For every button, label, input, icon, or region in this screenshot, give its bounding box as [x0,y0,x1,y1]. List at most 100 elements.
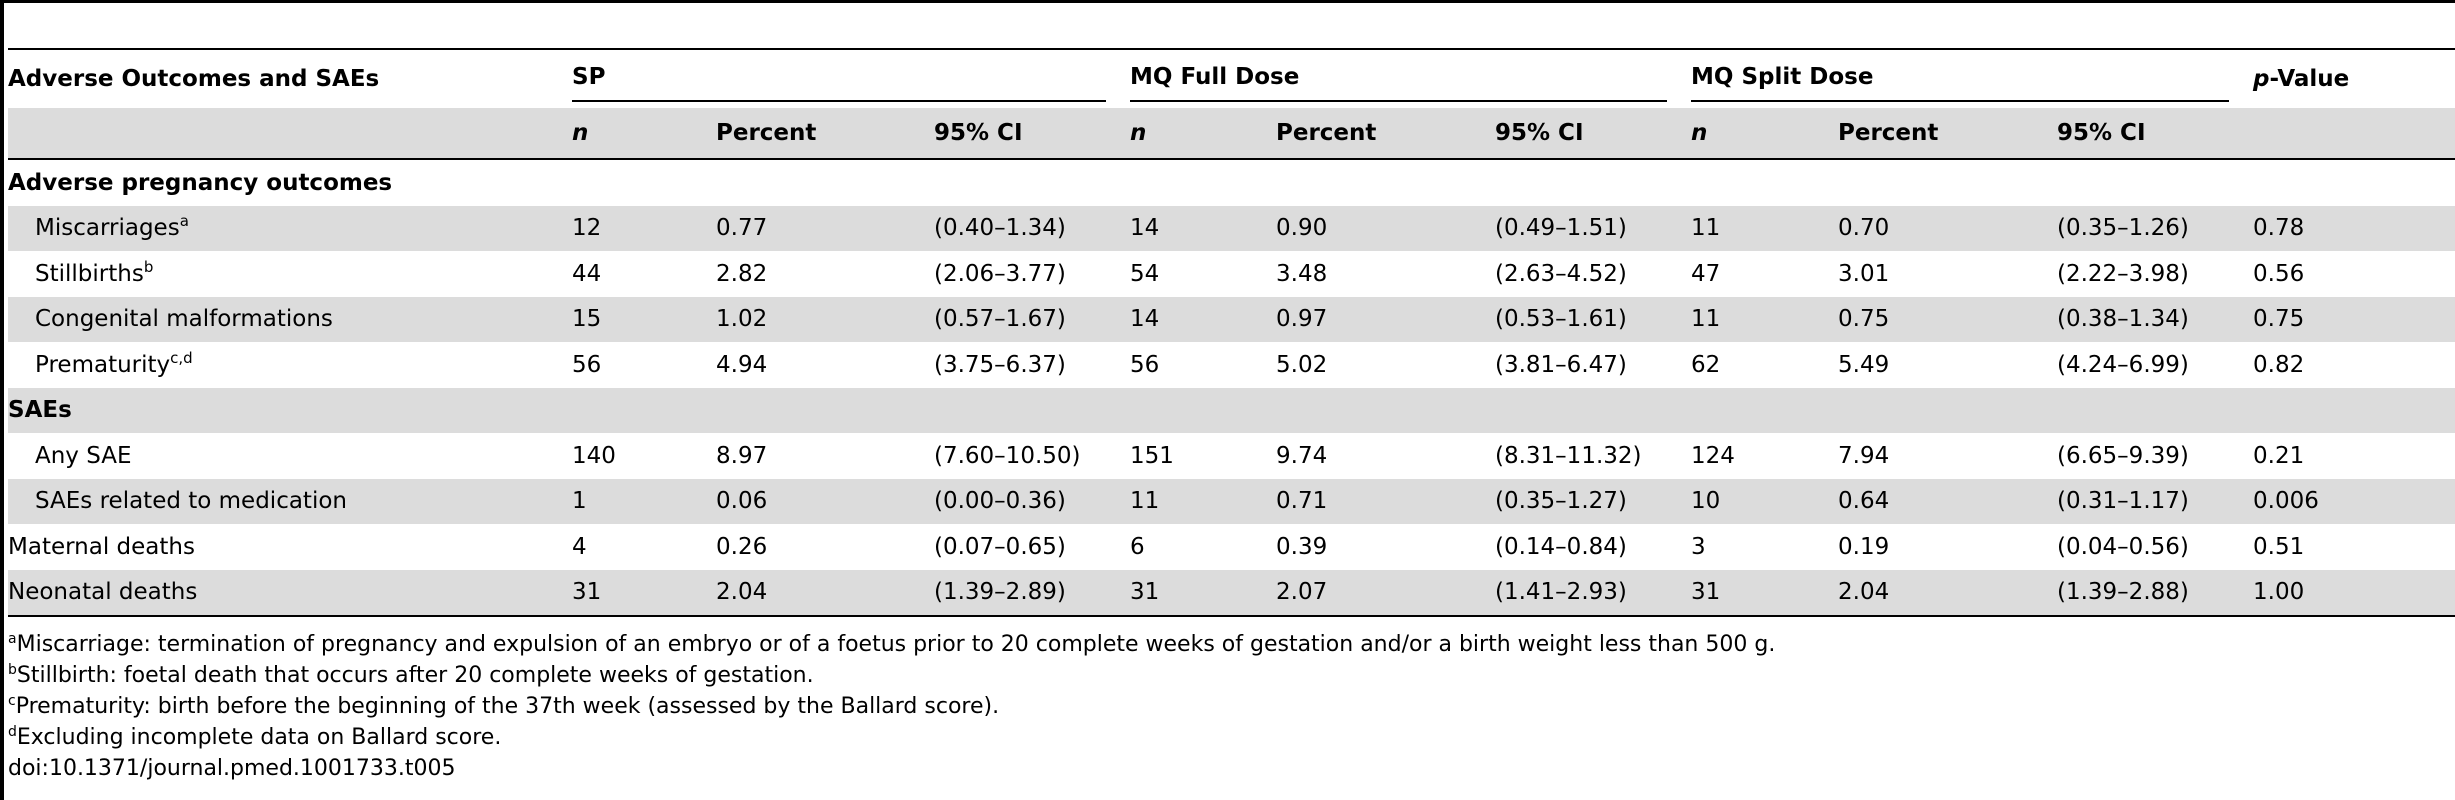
cell-sd-percent: 2.04 [1838,579,1890,606]
cell-fd-percent: 0.97 [1276,306,1328,333]
header-row-groups: Adverse Outcomes and SAEs SP MQ Full Dos… [8,50,2455,108]
cell-pvalue: 0.56 [2253,260,2305,287]
header-sub-pvalue-empty [2253,108,2455,159]
cell-sd-percent: 5.49 [1838,351,1890,378]
cell-fd-n: 14 [1130,215,1160,242]
cell-sd-ci: (4.24–6.99) [2057,351,2189,378]
row-label: Stillbirthsb [35,257,154,287]
cell-sd-ci: (1.39–2.88) [2057,579,2189,606]
header-sp-percent: Percent [716,120,817,146]
top-border-line [0,0,2455,3]
cell-fd-ci: (0.53–1.61) [1495,306,1627,333]
cell-sd-percent: 3.01 [1838,260,1890,287]
cell-sp-n: 44 [572,260,602,287]
cell-sp-ci: (1.39–2.89) [934,579,1066,606]
header-fd-percent: Percent [1276,120,1377,146]
row-label: Prematurityc,d [35,348,193,378]
cell-pvalue: 0.78 [2253,215,2305,242]
table-row: Any SAE 140 8.97 (7.60–10.50) 151 9.74 (… [8,433,2455,479]
cell-fd-percent: 5.02 [1276,351,1328,378]
table-row: Miscarriagesa 12 0.77 (0.40–1.34) 14 0.9… [8,205,2455,251]
section-row-adverse-pregnancy: Adverse pregnancy outcomes [8,159,2455,206]
cell-fd-percent: 0.39 [1276,533,1328,560]
cell-sp-ci: (0.57–1.67) [934,306,1066,333]
cell-sp-n: 12 [572,215,602,242]
cell-sd-percent: 0.64 [1838,488,1890,515]
cell-sp-n: 31 [572,579,602,606]
cell-sp-n: 140 [572,442,616,469]
cell-fd-n: 6 [1130,533,1145,560]
cell-sp-n: 56 [572,351,602,378]
cell-sd-ci: (0.38–1.34) [2057,306,2189,333]
cell-fd-ci: (8.31–11.32) [1495,442,1642,469]
header-group-mq-full: MQ Full Dose [1130,50,1691,108]
header-sd-percent: Percent [1838,120,1939,146]
cell-sd-n: 124 [1691,442,1735,469]
cell-fd-ci: (1.41–2.93) [1495,579,1627,606]
cell-pvalue: 0.006 [2253,488,2319,515]
cell-sp-percent: 1.02 [716,306,768,333]
row-label: Any SAE [35,442,132,469]
header-group-mq-split: MQ Split Dose [1691,50,2253,108]
footnote: aMiscarriage: termination of pregnancy a… [8,631,1776,657]
cell-sd-n: 3 [1691,533,1706,560]
cell-fd-percent: 2.07 [1276,579,1328,606]
header-row-label: Adverse Outcomes and SAEs [8,66,380,92]
footnote: bStillbirth: foetal death that occurs af… [8,662,814,688]
cell-sp-ci: (0.07–0.65) [934,533,1066,560]
cell-sp-ci: (0.40–1.34) [934,215,1066,242]
header-sub-empty [8,108,572,159]
adverse-outcomes-table: Adverse Outcomes and SAEs SP MQ Full Dos… [8,50,2455,615]
cell-fd-n: 151 [1130,442,1174,469]
cell-sp-n: 1 [572,488,587,515]
header-sp-ci: 95% CI [934,120,1023,146]
cell-fd-n: 31 [1130,579,1160,606]
cell-sd-ci: (0.04–0.56) [2057,533,2189,560]
cell-fd-ci: (2.63–4.52) [1495,260,1627,287]
row-label: Miscarriagesa [35,212,189,242]
footnotes: aMiscarriage: termination of pregnancy a… [8,629,2455,784]
table-row: Congenital malformations 15 1.02 (0.57–1… [8,296,2455,342]
cell-fd-n: 54 [1130,260,1160,287]
cell-fd-percent: 0.71 [1276,488,1328,515]
cell-sd-n: 31 [1691,579,1721,606]
header-pvalue: p-Value [2253,66,2350,92]
cell-pvalue: 0.75 [2253,306,2305,333]
cell-fd-percent: 3.48 [1276,260,1328,287]
table-row: Prematurityc,d 56 4.94 (3.75–6.37) 56 5.… [8,342,2455,388]
section-label: Adverse pregnancy outcomes [8,169,393,196]
cell-sd-ci: (0.35–1.26) [2057,215,2189,242]
cell-sp-percent: 4.94 [716,351,768,378]
row-label: Neonatal deaths [8,579,198,606]
cell-sp-percent: 0.26 [716,533,768,560]
row-label: Congenital malformations [35,306,333,333]
cell-fd-ci: (0.14–0.84) [1495,533,1627,560]
cell-fd-n: 56 [1130,351,1160,378]
cell-sp-ci: (7.60–10.50) [934,442,1081,469]
cell-fd-ci: (3.81–6.47) [1495,351,1627,378]
table-top-rule [8,48,2455,50]
table-row: SAEs related to medication 1 0.06 (0.00–… [8,478,2455,524]
cell-sp-percent: 0.77 [716,215,768,242]
header-sd-ci: 95% CI [2057,120,2146,146]
header-row-sub: n Percent 95% CI n Percent 95% CI n Perc… [8,108,2455,159]
cell-fd-percent: 9.74 [1276,442,1328,469]
header-sd-n: n [1691,120,1708,146]
cell-sd-ci: (6.65–9.39) [2057,442,2189,469]
table-row: Maternal deaths 4 0.26 (0.07–0.65) 6 0.3… [8,524,2455,570]
cell-sd-percent: 0.19 [1838,533,1890,560]
footnote: cPrematurity: birth before the beginning… [8,693,1000,719]
section-label: SAEs [8,397,72,424]
cell-sd-percent: 0.75 [1838,306,1890,333]
table-row: Stillbirthsb 44 2.82 (2.06–3.77) 54 3.48… [8,251,2455,297]
cell-sp-percent: 0.06 [716,488,768,515]
cell-sp-percent: 2.82 [716,260,768,287]
cell-sd-percent: 7.94 [1838,442,1890,469]
cell-pvalue: 0.82 [2253,351,2305,378]
section-row-saes: SAEs [8,387,2455,433]
cell-fd-n: 14 [1130,306,1160,333]
cell-fd-n: 11 [1130,488,1160,515]
cell-pvalue: 0.51 [2253,533,2305,560]
cell-sd-n: 11 [1691,215,1721,242]
cell-pvalue: 0.21 [2253,442,2305,469]
